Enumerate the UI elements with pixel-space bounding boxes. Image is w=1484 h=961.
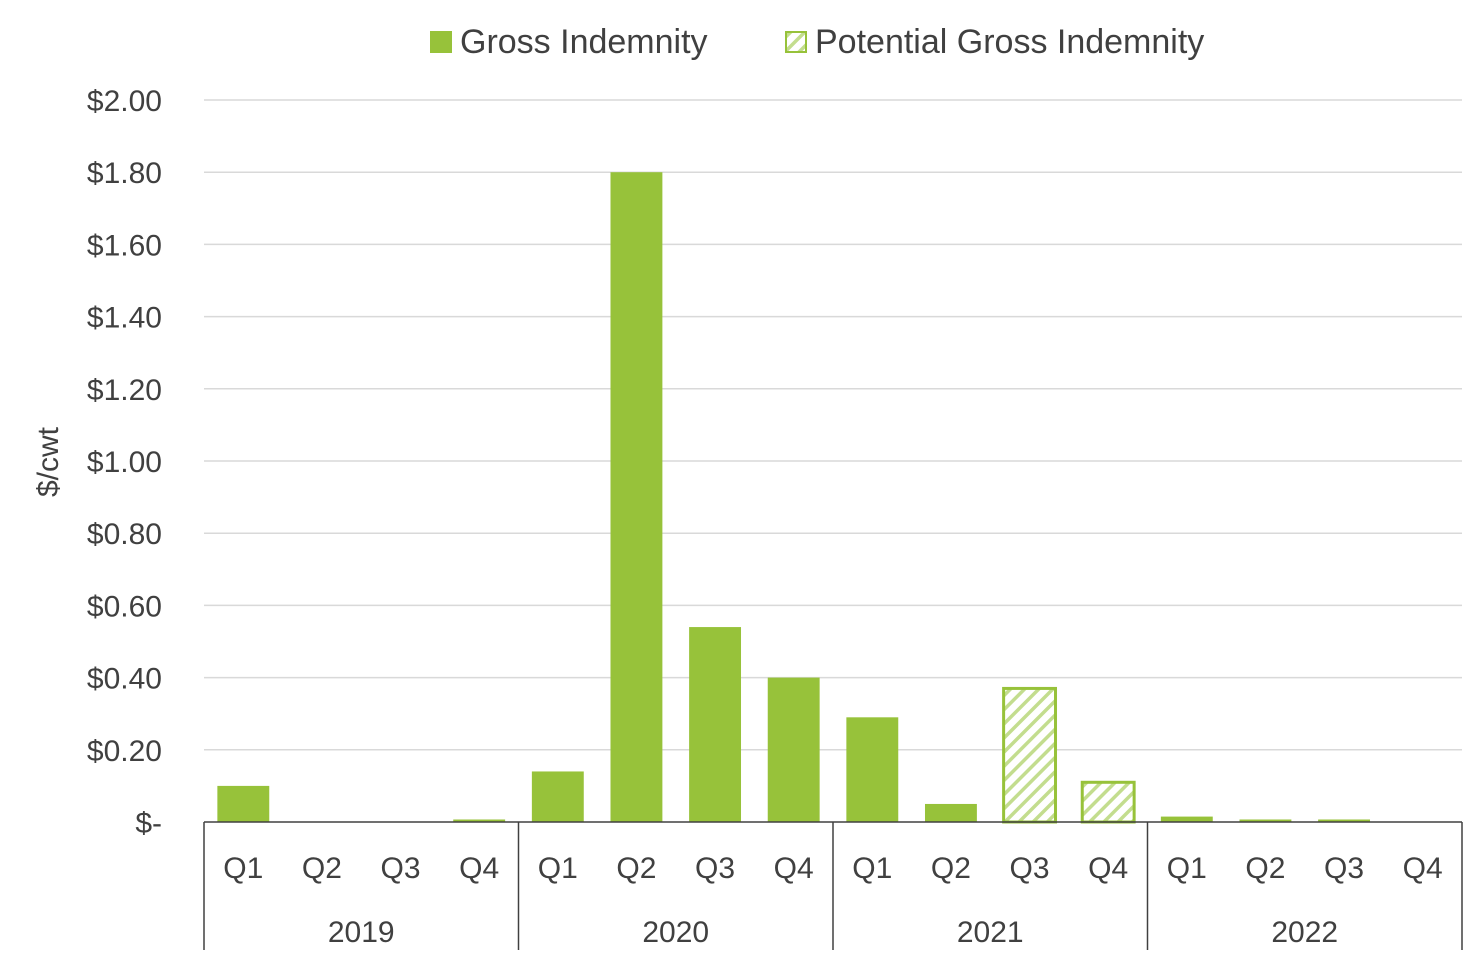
y-tick-label: $1.80 bbox=[87, 157, 162, 190]
bar-gross-indemnity bbox=[1239, 819, 1292, 822]
y-tick-label: $- bbox=[135, 807, 162, 840]
x-tick-label: Q4 bbox=[459, 852, 499, 885]
legend-label-potential-gross-indemnity: Potential Gross Indemnity bbox=[815, 23, 1204, 61]
x-tick-label: Q3 bbox=[381, 852, 421, 885]
gridlines bbox=[204, 99, 1462, 751]
bar-gross-indemnity bbox=[846, 717, 899, 822]
x-tick-label: Q3 bbox=[1010, 852, 1050, 885]
bar-gross-indemnity bbox=[217, 785, 270, 822]
y-tick-label: $0.60 bbox=[87, 590, 162, 623]
y-tick-label: $0.20 bbox=[87, 735, 162, 768]
bar-potential-gross-indemnity bbox=[1080, 780, 1136, 824]
x-tick-label: Q1 bbox=[538, 852, 578, 885]
bar-gross-indemnity bbox=[767, 677, 820, 822]
legend-swatch-gross-indemnity bbox=[430, 31, 452, 53]
bar-gross-indemnity bbox=[1318, 819, 1371, 822]
bar-gross-indemnity bbox=[924, 803, 977, 822]
bar-gross-indemnity bbox=[1160, 816, 1213, 822]
y-tick-label: $1.00 bbox=[87, 446, 162, 479]
y-tick-label: $1.60 bbox=[87, 229, 162, 262]
year-label: 2020 bbox=[642, 916, 709, 949]
y-tick-label: $0.40 bbox=[87, 663, 162, 696]
y-tick-label: $0.80 bbox=[87, 518, 162, 551]
bar-gross-indemnity bbox=[531, 771, 584, 822]
x-tick-label: Q3 bbox=[1324, 852, 1364, 885]
x-tick-label: Q2 bbox=[302, 852, 342, 885]
x-tick-label: Q4 bbox=[1403, 852, 1443, 885]
x-tick-label: Q1 bbox=[852, 852, 892, 885]
legend-label-gross-indemnity: Gross Indemnity bbox=[460, 23, 708, 61]
legend: Gross Indemnity Potential Gross Indemnit… bbox=[430, 23, 1204, 61]
x-tick-label: Q2 bbox=[616, 852, 656, 885]
y-tick-label: $2.00 bbox=[87, 85, 162, 118]
y-tick-label: $1.40 bbox=[87, 302, 162, 335]
y-axis-ticks: $- $0.20 $0.40 $0.60 $0.80 $1.00 $1.20 $1.40 $1.… bbox=[87, 85, 162, 840]
y-axis-label: $/cwt bbox=[32, 426, 65, 497]
y-tick-label: $1.20 bbox=[87, 374, 162, 407]
bars bbox=[217, 172, 1371, 824]
x-tick-label: Q4 bbox=[1088, 852, 1128, 885]
x-tick-label: Q3 bbox=[695, 852, 735, 885]
x-tick-label: Q2 bbox=[931, 852, 971, 885]
x-tick-label: Q1 bbox=[1167, 852, 1207, 885]
bar-gross-indemnity bbox=[689, 627, 742, 822]
legend-swatch-potential-gross-indemnity bbox=[785, 31, 807, 53]
bar-gross-indemnity bbox=[610, 172, 663, 822]
bar-gross-indemnity bbox=[453, 819, 506, 822]
year-label: 2022 bbox=[1271, 916, 1338, 949]
x-tick-label: Q2 bbox=[1245, 852, 1285, 885]
x-axis: Q1 Q2 Q3 Q4 Q1 Q2 Q3 Q4 Q1 Q2 Q3 Q4 Q1 Q2 Q3 Q4 2019 2020… bbox=[203, 821, 1463, 950]
x-tick-label: Q4 bbox=[774, 852, 814, 885]
bar-potential-gross-indemnity bbox=[1002, 686, 1058, 824]
year-label: 2021 bbox=[957, 916, 1024, 949]
x-tick-label: Q1 bbox=[223, 852, 263, 885]
year-label: 2019 bbox=[328, 916, 395, 949]
